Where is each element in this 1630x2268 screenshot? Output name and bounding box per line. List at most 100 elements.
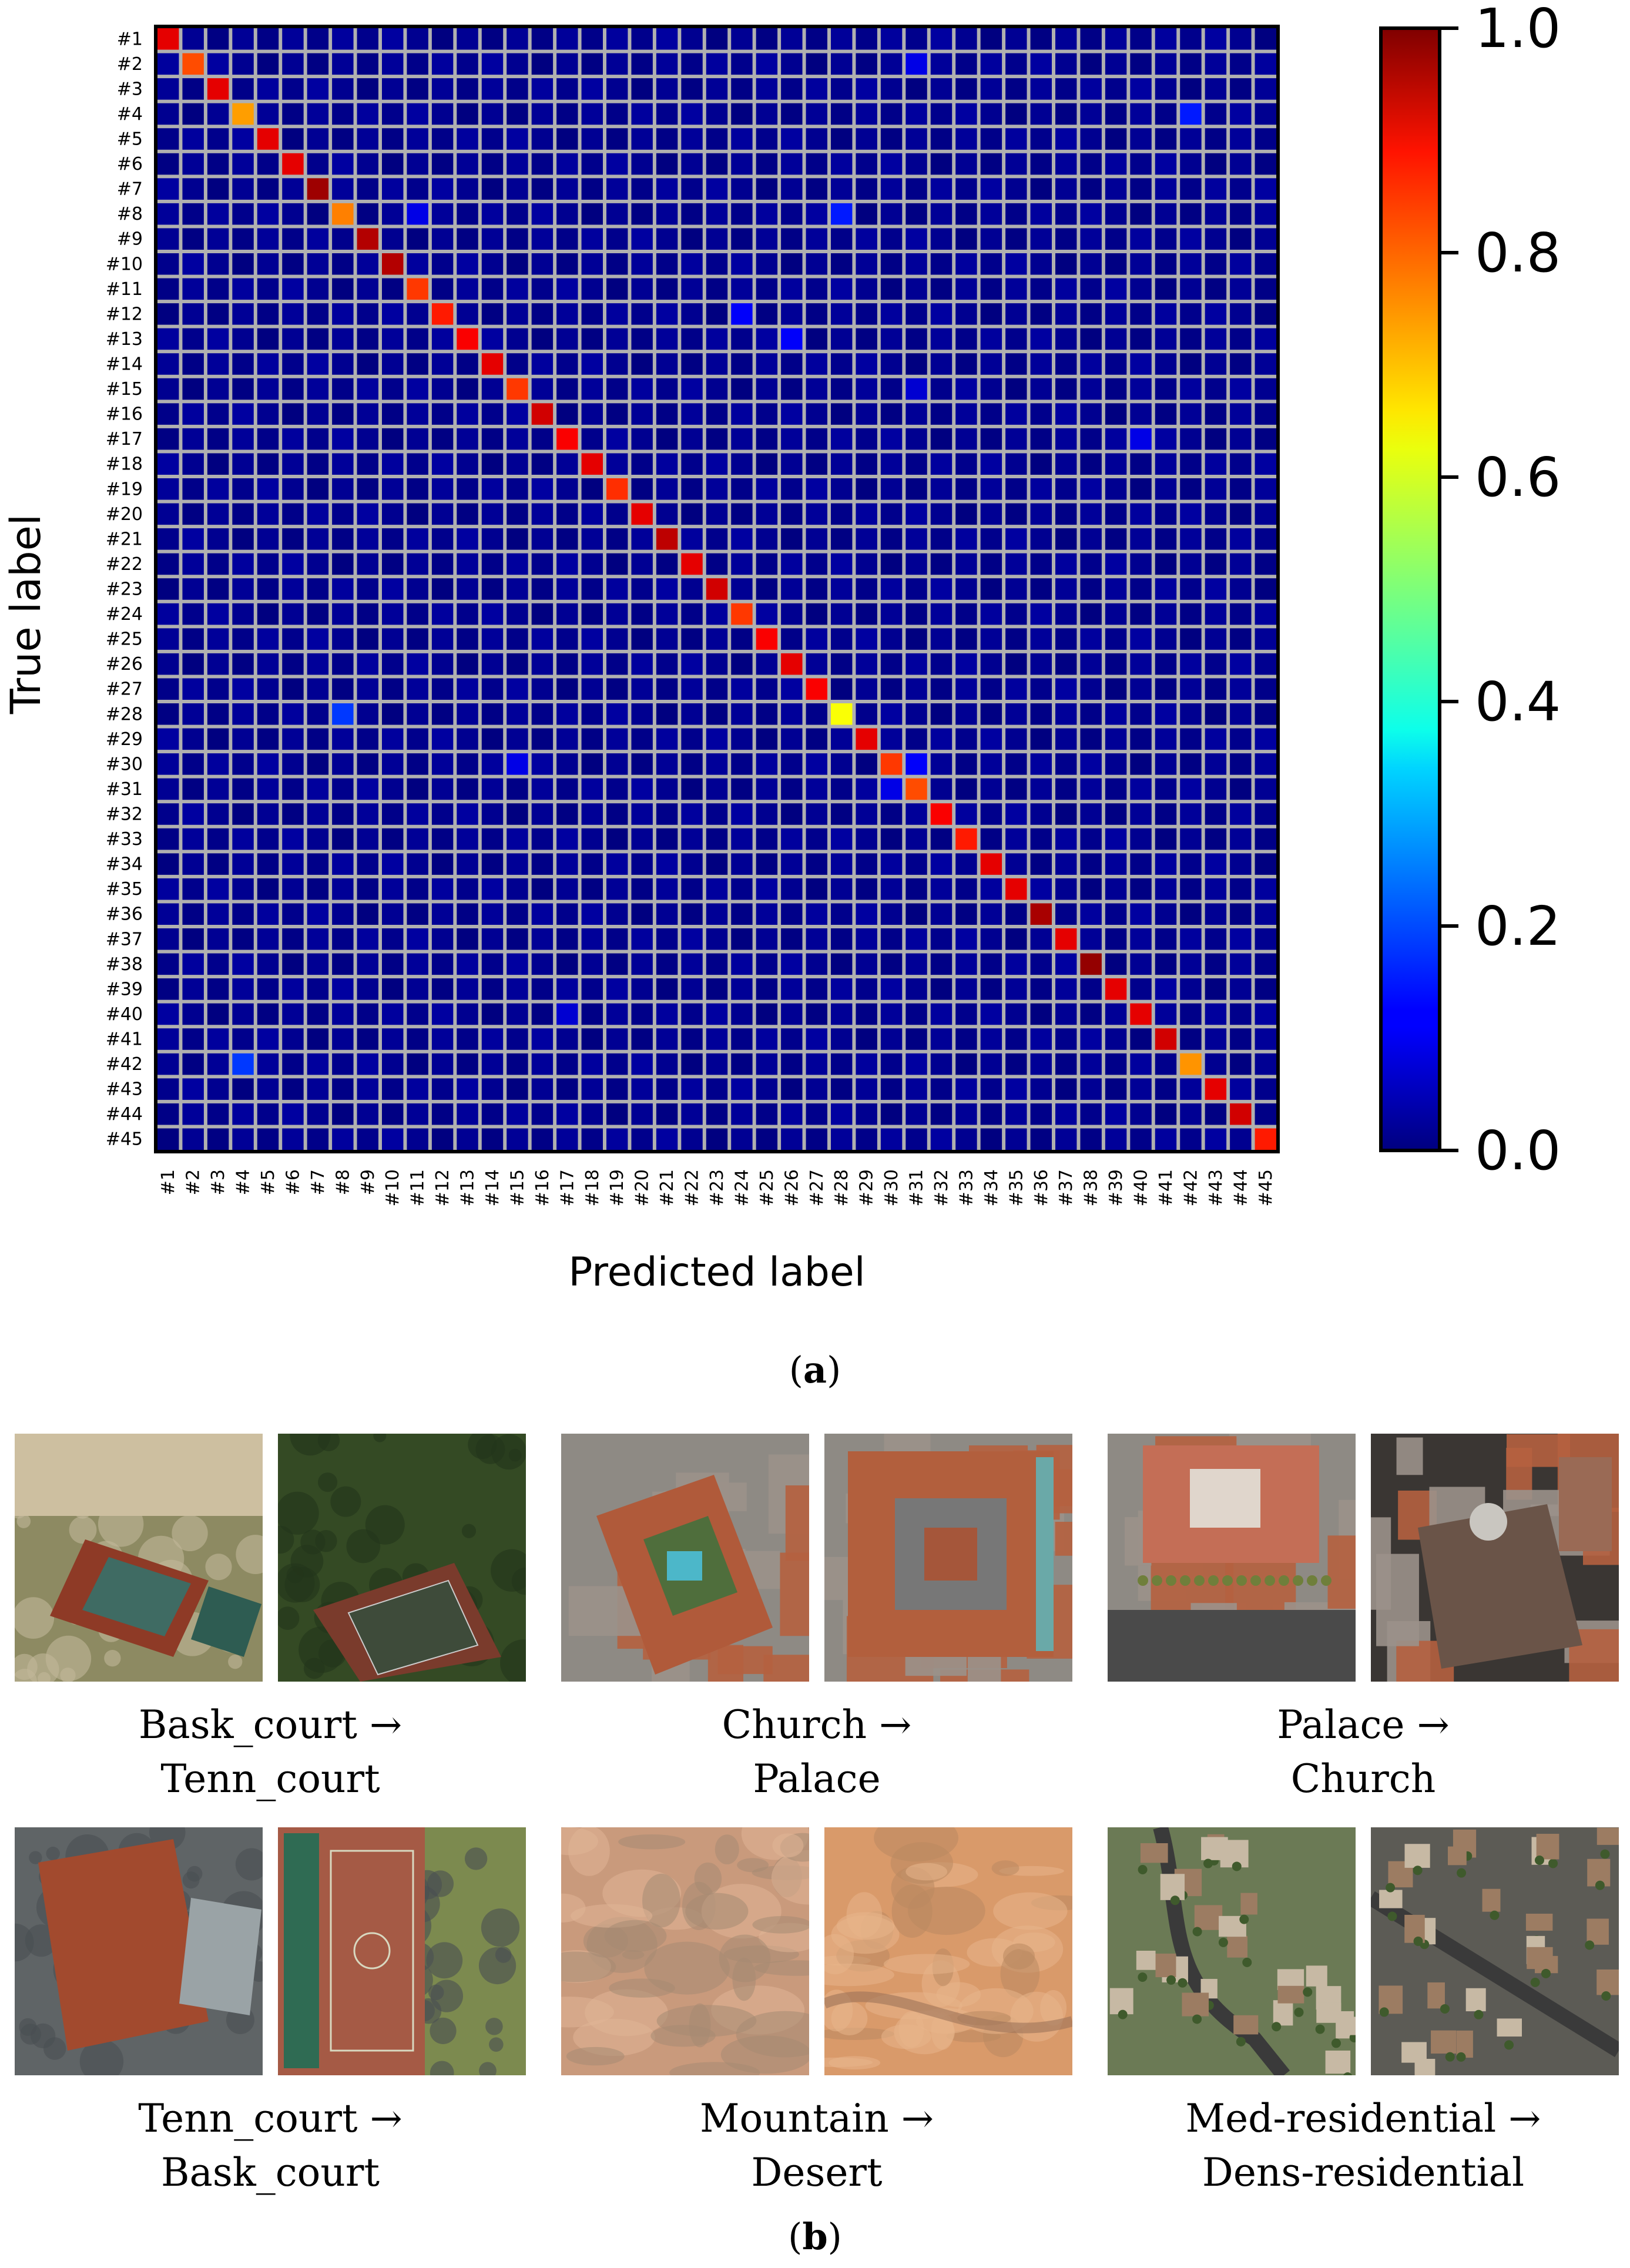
heatmap-cell	[955, 703, 977, 725]
heatmap-cell	[1180, 1053, 1202, 1075]
heatmap-cell	[1080, 503, 1102, 525]
example-pair: Med-residential → Dens-residential	[1108, 1827, 1619, 2268]
heatmap-cell	[631, 978, 653, 1000]
heatmap-cell	[1180, 1028, 1202, 1050]
heatmap-cell	[681, 203, 703, 225]
heatmap-cell	[831, 878, 853, 900]
heatmap-cell	[1080, 1053, 1102, 1075]
heatmap-cell	[1155, 803, 1177, 825]
heatmap-cell	[431, 528, 454, 550]
x-tick-label: #15	[507, 1169, 528, 1206]
heatmap-cell	[905, 703, 927, 725]
heatmap-cell	[1155, 603, 1177, 625]
y-tick-label: #31	[106, 779, 143, 800]
heatmap-cell	[1130, 703, 1152, 725]
heatmap-cell	[307, 928, 329, 950]
heatmap-cell	[332, 228, 354, 250]
heatmap-cell	[382, 378, 404, 400]
heatmap-cell	[357, 428, 378, 450]
heatmap-cell	[781, 453, 803, 475]
pair-label-line2: Church	[1290, 1756, 1436, 1801]
x-tick-label: #41	[1156, 1169, 1176, 1206]
heatmap-cell	[257, 1128, 279, 1150]
heatmap-cell	[182, 753, 204, 775]
heatmap-cell	[980, 553, 1002, 575]
heatmap-cell	[656, 878, 678, 900]
heatmap-cell	[905, 378, 927, 400]
heatmap-cell	[257, 328, 279, 350]
heatmap-cell	[1080, 1103, 1102, 1125]
heatmap-cell	[232, 53, 254, 75]
heatmap-cell	[1055, 128, 1077, 150]
heatmap-cell	[905, 203, 927, 225]
heatmap-cell	[157, 753, 179, 775]
heatmap-cell	[1230, 703, 1252, 725]
heatmap-cell	[631, 678, 653, 700]
heatmap-cell	[357, 953, 378, 975]
heatmap-cell	[631, 228, 653, 250]
heatmap-cell	[457, 978, 478, 1000]
heatmap-cell	[756, 503, 778, 525]
heatmap-cell	[1230, 928, 1252, 950]
heatmap-cell	[1155, 453, 1177, 475]
heatmap-cell	[856, 528, 877, 550]
heatmap-cell	[731, 903, 753, 925]
heatmap-cell	[731, 1028, 753, 1050]
heatmap-cell	[955, 803, 977, 825]
heatmap-cell	[507, 278, 528, 300]
heatmap-cell	[307, 178, 329, 200]
heatmap-cell	[706, 103, 728, 125]
heatmap-cell	[606, 453, 628, 475]
heatmap-cell	[457, 1128, 478, 1150]
heatmap-cell	[481, 203, 504, 225]
y-tick-label: #19	[106, 479, 143, 499]
heatmap-cell	[905, 603, 927, 625]
heatmap-cell	[457, 178, 478, 200]
heatmap-cell	[980, 1128, 1002, 1150]
heatmap-cell	[606, 403, 628, 425]
heatmap-cell	[955, 753, 977, 775]
heatmap-cell	[257, 228, 279, 250]
heatmap-cell	[257, 203, 279, 225]
heatmap-cell	[631, 53, 653, 75]
heatmap-cell	[481, 228, 504, 250]
heatmap-cell	[980, 853, 1002, 875]
heatmap-cell	[731, 553, 753, 575]
heatmap-cell	[1180, 253, 1202, 275]
heatmap-cell	[606, 203, 628, 225]
heatmap-cell	[1005, 303, 1027, 325]
heatmap-cell	[980, 1028, 1002, 1050]
heatmap-cell	[756, 553, 778, 575]
heatmap-cell	[382, 978, 404, 1000]
heatmap-cell	[1130, 753, 1152, 775]
heatmap-cell	[232, 303, 254, 325]
heatmap-cell	[980, 28, 1002, 50]
heatmap-cell	[357, 578, 378, 600]
heatmap-cell	[706, 353, 728, 375]
heatmap-cell	[182, 253, 204, 275]
heatmap-cell	[307, 1078, 329, 1100]
heatmap-cell	[581, 1103, 603, 1125]
heatmap-cell	[1105, 928, 1127, 950]
heatmap-cell	[457, 1003, 478, 1025]
heatmap-cell	[681, 478, 703, 500]
heatmap-cell	[905, 953, 927, 975]
heatmap-cell	[1255, 528, 1276, 550]
heatmap-cell	[257, 278, 279, 300]
heatmap-cell	[556, 128, 578, 150]
heatmap-cell	[457, 203, 478, 225]
heatmap-cell	[1005, 203, 1027, 225]
x-tick-label: #8	[333, 1169, 353, 1195]
heatmap-cell	[431, 803, 454, 825]
heatmap-cell	[930, 128, 952, 150]
heatmap-cell	[980, 228, 1002, 250]
heatmap-cell	[556, 703, 578, 725]
heatmap-cell	[332, 678, 354, 700]
heatmap-cell	[681, 928, 703, 950]
y-tick-label: #36	[106, 904, 143, 925]
heatmap-cell	[481, 178, 504, 200]
heatmap-cell	[431, 1028, 454, 1050]
heatmap-cell	[930, 328, 952, 350]
heatmap-cell	[481, 253, 504, 275]
x-axis-label: Predicted label	[568, 1249, 865, 1293]
